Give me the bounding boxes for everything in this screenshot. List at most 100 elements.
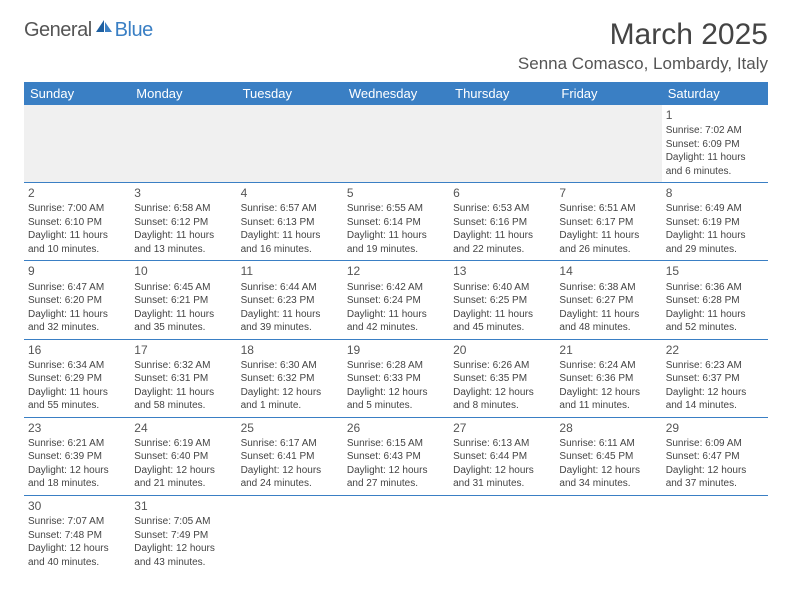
sunrise-line: Sunrise: 6:24 AM <box>559 360 635 371</box>
calendar-week-row: 9Sunrise: 6:47 AMSunset: 6:20 PMDaylight… <box>24 261 768 339</box>
calendar-day-cell <box>555 105 661 183</box>
daylight-line: Daylight: 11 hours and 16 minutes. <box>241 230 321 255</box>
calendar-day-cell: 4 Sunrise: 6:57 AM Sunset: 6:13 PM Daylight… <box>237 183 343 261</box>
daylight-line: Daylight: 11 hours and 52 minutes. <box>666 309 746 334</box>
sunset-line: Sunset: 6:13 PM <box>241 217 315 228</box>
calendar-week-row: 1Sunrise: 7:02 AMSunset: 6:09 PMDaylight… <box>24 105 768 183</box>
weekday-header: Sunday <box>24 82 130 105</box>
sunrise-line: Sunrise: 6:17 AM <box>241 438 317 449</box>
calendar-day-cell: 9Sunrise: 6:47 AMSunset: 6:20 PMDaylight… <box>24 261 130 339</box>
daylight-line: Daylight: 11 hours and 35 minutes. <box>134 309 214 334</box>
day-number: 29 <box>666 420 764 436</box>
sunset-line: Sunset: 6:29 PM <box>28 373 102 384</box>
calendar-day-cell <box>237 495 343 573</box>
sunrise-line: Sunrise: 6:45 AM <box>134 282 210 293</box>
daylight-line: Daylight: 11 hours and 39 minutes. <box>241 309 321 334</box>
sunrise-line: Sunrise: 6:19 AM <box>134 438 210 449</box>
sunset-line: Sunset: 6:17 PM <box>559 217 633 228</box>
daylight-line: Daylight: 12 hours and 8 minutes. <box>453 387 534 412</box>
sunset-line: Sunset: 6:09 PM <box>666 139 740 150</box>
weekday-header: Thursday <box>449 82 555 105</box>
day-number: 30 <box>28 498 126 514</box>
daylight-line: Daylight: 12 hours and 31 minutes. <box>453 465 534 490</box>
day-number: 2 <box>28 185 126 201</box>
calendar-day-cell: 29Sunrise: 6:09 AMSunset: 6:47 PMDayligh… <box>662 417 768 495</box>
daylight-line: Daylight: 12 hours and 11 minutes. <box>559 387 640 412</box>
sunrise-line: Sunrise: 6:57 AM <box>241 203 317 214</box>
sunset-line: Sunset: 6:47 PM <box>666 451 740 462</box>
day-number: 13 <box>453 263 551 279</box>
day-number: 23 <box>28 420 126 436</box>
sunset-line: Sunset: 6:33 PM <box>347 373 421 384</box>
day-number: 19 <box>347 342 445 358</box>
month-title: March 2025 <box>518 18 768 52</box>
daylight-line: Daylight: 11 hours and 45 minutes. <box>453 309 533 334</box>
sunrise-line: Sunrise: 6:53 AM <box>453 203 529 214</box>
sunset-line: Sunset: 6:43 PM <box>347 451 421 462</box>
day-number: 11 <box>241 263 339 279</box>
sunrise-line: Sunrise: 6:38 AM <box>559 282 635 293</box>
daylight-line: Daylight: 11 hours and 13 minutes. <box>134 230 214 255</box>
sunset-line: Sunset: 7:49 PM <box>134 530 208 541</box>
sunset-line: Sunset: 6:14 PM <box>347 217 421 228</box>
daylight-line: Daylight: 11 hours and 10 minutes. <box>28 230 108 255</box>
day-number: 25 <box>241 420 339 436</box>
daylight-line: Daylight: 11 hours and 22 minutes. <box>453 230 533 255</box>
calendar-day-cell: 6Sunrise: 6:53 AMSunset: 6:16 PMDaylight… <box>449 183 555 261</box>
sunset-line: Sunset: 6:21 PM <box>134 295 208 306</box>
sunrise-line: Sunrise: 6:42 AM <box>347 282 423 293</box>
daylight-line: Daylight: 11 hours and 19 minutes. <box>347 230 427 255</box>
daylight-line: Daylight: 12 hours and 5 minutes. <box>347 387 428 412</box>
sunrise-line: Sunrise: 6:36 AM <box>666 282 742 293</box>
sunset-line: Sunset: 6:36 PM <box>559 373 633 384</box>
day-number: 15 <box>666 263 764 279</box>
calendar-day-cell <box>343 105 449 183</box>
calendar-week-row: 23Sunrise: 6:21 AMSunset: 6:39 PMDayligh… <box>24 417 768 495</box>
daylight-line: Daylight: 11 hours and 58 minutes. <box>134 387 214 412</box>
sunset-line: Sunset: 6:45 PM <box>559 451 633 462</box>
calendar-week-row: 16 Sunrise: 6:34 AM Sunset: 6:29 PM Dayligh… <box>24 339 768 417</box>
daylight-line: Daylight: 11 hours and 29 minutes. <box>666 230 746 255</box>
weekday-header: Friday <box>555 82 661 105</box>
day-number: 16 <box>28 342 126 358</box>
daylight-line: Daylight: 11 hours and 26 minutes. <box>559 230 639 255</box>
day-number: 12 <box>347 263 445 279</box>
sunrise-line: Sunrise: 6:58 AM <box>134 203 210 214</box>
brand-logo: GeneralBlue <box>24 18 153 42</box>
calendar-day-cell: 19Sunrise: 6:28 AMSunset: 6:33 PMDayligh… <box>343 339 449 417</box>
calendar-day-cell: 31Sunrise: 7:05 AMSunset: 7:49 PMDayligh… <box>130 495 236 573</box>
day-number: 24 <box>134 420 232 436</box>
daylight-line: Daylight: 12 hours and 24 minutes. <box>241 465 322 490</box>
sunset-line: Sunset: 7:48 PM <box>28 530 102 541</box>
sunset-line: Sunset: 6:16 PM <box>453 217 527 228</box>
calendar-day-cell: 28Sunrise: 6:11 AMSunset: 6:45 PMDayligh… <box>555 417 661 495</box>
calendar-day-cell: 20Sunrise: 6:26 AMSunset: 6:35 PMDayligh… <box>449 339 555 417</box>
day-number: 22 <box>666 342 764 358</box>
calendar-day-cell: 25Sunrise: 6:17 AMSunset: 6:41 PMDayligh… <box>237 417 343 495</box>
sunrise-line: Sunrise: 6:34 AM <box>28 360 104 371</box>
calendar-day-cell <box>449 105 555 183</box>
calendar-day-cell <box>24 105 130 183</box>
calendar-day-cell: 11Sunrise: 6:44 AMSunset: 6:23 PMDayligh… <box>237 261 343 339</box>
sunset-line: Sunset: 6:19 PM <box>666 217 740 228</box>
sunrise-line: Sunrise: 6:44 AM <box>241 282 317 293</box>
sunrise-line: Sunrise: 7:02 AM <box>666 125 742 136</box>
day-number: 31 <box>134 498 232 514</box>
sunrise-line: Sunrise: 6:40 AM <box>453 282 529 293</box>
sunset-line: Sunset: 6:31 PM <box>134 373 208 384</box>
day-number: 28 <box>559 420 657 436</box>
sunset-line: Sunset: 6:20 PM <box>28 295 102 306</box>
calendar-day-cell <box>237 105 343 183</box>
calendar-day-cell <box>130 105 236 183</box>
daylight-line: Daylight: 12 hours and 21 minutes. <box>134 465 215 490</box>
calendar-day-cell: 27Sunrise: 6:13 AMSunset: 6:44 PMDayligh… <box>449 417 555 495</box>
daylight-line: Daylight: 11 hours and 48 minutes. <box>559 309 639 334</box>
daylight-line: Daylight: 11 hours and 42 minutes. <box>347 309 427 334</box>
location-subtitle: Senna Comasco, Lombardy, Italy <box>518 54 768 74</box>
day-number: 21 <box>559 342 657 358</box>
daylight-line: Daylight: 11 hours and 32 minutes. <box>28 309 108 334</box>
calendar-day-cell: 13Sunrise: 6:40 AMSunset: 6:25 PMDayligh… <box>449 261 555 339</box>
day-number: 4 <box>241 185 339 201</box>
sunrise-line: Sunrise: 6:30 AM <box>241 360 317 371</box>
sail-icon <box>94 18 114 42</box>
